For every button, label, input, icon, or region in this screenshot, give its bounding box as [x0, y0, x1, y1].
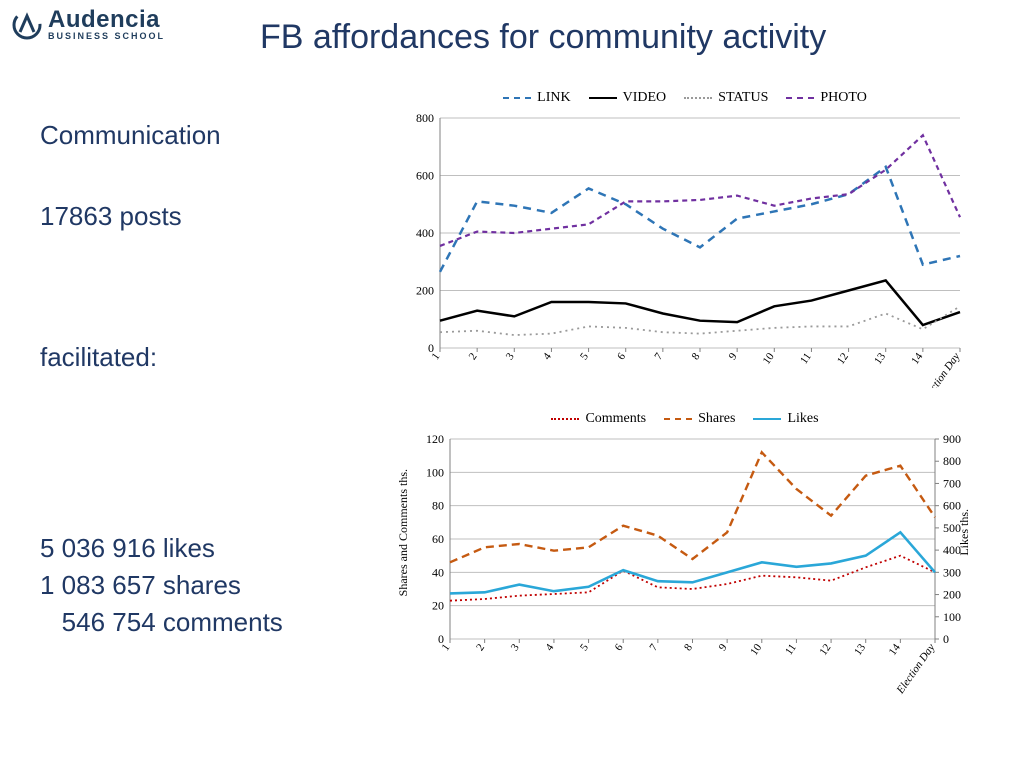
legend-label: LINK [537, 90, 570, 106]
legend-label: VIDEO [623, 90, 667, 106]
svg-text:13: 13 [852, 641, 868, 657]
svg-text:3: 3 [504, 350, 517, 362]
right-column: LINKVIDEOSTATUSPHOTO 0200400600800123456… [400, 90, 970, 704]
svg-text:1: 1 [439, 642, 452, 653]
svg-text:60: 60 [432, 532, 444, 546]
svg-text:4: 4 [541, 350, 554, 362]
svg-text:300: 300 [943, 565, 961, 579]
text-shares: 1 083 657 shares [40, 570, 370, 601]
chart1-legend: LINK VIDEO STATUS PHOTO [400, 90, 970, 106]
svg-text:2: 2 [467, 351, 480, 362]
legend-swatch [503, 97, 531, 99]
logo: Audencia BUSINESS SCHOOL [12, 8, 165, 41]
text-comments: 546 754 comments [40, 607, 370, 638]
legend-item: Likes [753, 411, 818, 427]
svg-text:600: 600 [416, 169, 434, 183]
legend-swatch [753, 418, 781, 420]
svg-text:20: 20 [432, 599, 444, 613]
svg-text:200: 200 [416, 284, 434, 298]
legend-item: VIDEO [589, 90, 667, 106]
legend-item: Comments [551, 411, 646, 427]
legend-swatch [589, 97, 617, 99]
svg-text:5: 5 [578, 350, 591, 362]
legend-swatch [684, 97, 712, 99]
svg-text:9: 9 [727, 350, 740, 362]
legend-item: STATUS [684, 90, 768, 106]
svg-text:4: 4 [543, 641, 556, 653]
svg-text:10: 10 [761, 350, 777, 366]
text-facilitated: facilitated: [40, 342, 370, 373]
svg-text:11: 11 [783, 642, 799, 658]
svg-text:900: 900 [943, 432, 961, 446]
chart2-svg: 0204060801001200100200300400500600700800… [400, 429, 970, 699]
legend-item: LINK [503, 90, 570, 106]
svg-text:1: 1 [429, 351, 442, 362]
chart2-ylabel-right: Likes ths. [957, 509, 972, 556]
chart-engagement: CommentsSharesLikes Shares and Comments … [400, 411, 970, 704]
svg-text:800: 800 [416, 111, 434, 125]
chart2-legend: Comments Shares Likes [400, 411, 970, 427]
legend-item: PHOTO [786, 90, 866, 106]
svg-text:8: 8 [689, 350, 702, 362]
page-title: FB affordances for community activity [260, 18, 826, 57]
svg-text:0: 0 [943, 632, 949, 646]
svg-text:40: 40 [432, 565, 444, 579]
svg-text:800: 800 [943, 454, 961, 468]
svg-text:12: 12 [835, 351, 851, 367]
chart1-svg: 02004006008001234567891011121314Election… [400, 108, 970, 388]
svg-text:Election Day: Election Day [919, 351, 963, 388]
legend-label: Shares [698, 411, 735, 427]
left-column: Communication 17863 posts facilitated: 5… [40, 110, 370, 642]
svg-text:3: 3 [509, 641, 522, 653]
svg-text:120: 120 [426, 432, 444, 446]
legend-item: Shares [664, 411, 735, 427]
svg-text:11: 11 [798, 351, 814, 367]
svg-text:200: 200 [943, 588, 961, 602]
svg-text:12: 12 [817, 642, 833, 658]
svg-text:2: 2 [474, 642, 487, 653]
svg-text:7: 7 [652, 350, 665, 362]
svg-text:14: 14 [887, 641, 903, 657]
text-communication: Communication [40, 120, 370, 151]
svg-text:6: 6 [615, 350, 628, 362]
svg-text:10: 10 [748, 641, 764, 657]
legend-label: Comments [585, 411, 646, 427]
legend-swatch [551, 418, 579, 420]
svg-text:700: 700 [943, 476, 961, 490]
chart2-ylabel-left: Shares and Comments ths. [396, 469, 411, 596]
text-likes: 5 036 916 likes [40, 533, 370, 564]
logo-brand: Audencia [48, 8, 165, 32]
svg-text:6: 6 [613, 641, 626, 653]
legend-label: PHOTO [820, 90, 866, 106]
svg-text:100: 100 [426, 465, 444, 479]
legend-label: Likes [787, 411, 818, 427]
svg-text:80: 80 [432, 499, 444, 513]
svg-text:400: 400 [416, 226, 434, 240]
logo-sub: BUSINESS SCHOOL [48, 32, 165, 41]
slide: Audencia BUSINESS SCHOOL FB affordances … [0, 0, 1024, 768]
logo-mark-icon [12, 10, 42, 40]
svg-text:13: 13 [872, 350, 888, 366]
svg-text:7: 7 [647, 641, 660, 653]
legend-label: STATUS [718, 90, 768, 106]
text-posts: 17863 posts [40, 201, 370, 232]
legend-swatch [786, 97, 814, 99]
legend-swatch [664, 418, 692, 420]
svg-text:5: 5 [578, 641, 591, 653]
chart-posts-by-type: LINKVIDEOSTATUSPHOTO 0200400600800123456… [400, 90, 970, 393]
svg-text:14: 14 [909, 350, 925, 366]
svg-text:100: 100 [943, 610, 961, 624]
svg-text:9: 9 [717, 641, 730, 653]
svg-text:8: 8 [682, 641, 695, 653]
